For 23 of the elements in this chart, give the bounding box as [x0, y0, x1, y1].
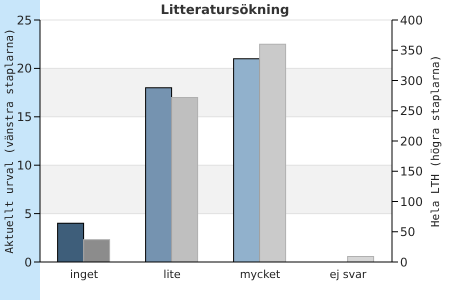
- x-tick-label: lite: [163, 268, 181, 281]
- bar: [347, 256, 374, 262]
- y-tick-label: 10: [16, 158, 32, 172]
- y2-tick-label: 350: [400, 44, 423, 58]
- y2-tick-label: 300: [400, 74, 423, 88]
- y-axis-title: Aktuellt urval (vänstra staplarna): [2, 28, 16, 254]
- y2-axis-title: Hela LTH (högra staplarna): [428, 54, 442, 228]
- y-tick-label: 20: [16, 62, 32, 76]
- y-tick-label: 5: [24, 206, 32, 221]
- x-tick-label: ej svar: [330, 268, 367, 281]
- y-tick-label: 15: [16, 110, 32, 124]
- y-tick-label: 25: [16, 13, 32, 28]
- y2-tick-label: 0: [400, 255, 408, 270]
- y2-tick-label: 100: [400, 194, 423, 209]
- chart-title: Litteratursökning: [160, 3, 290, 18]
- x-tick-label: mycket: [240, 268, 281, 281]
- y2-tick-label: 200: [400, 134, 423, 148]
- y-tick-label: 0: [24, 255, 32, 270]
- x-tick-label: inget: [70, 268, 99, 281]
- y2-tick-label: 50: [400, 225, 416, 240]
- y2-tick-label: 150: [400, 164, 423, 179]
- y2-tick-label: 400: [400, 13, 423, 28]
- y2-tick-label: 250: [400, 104, 423, 118]
